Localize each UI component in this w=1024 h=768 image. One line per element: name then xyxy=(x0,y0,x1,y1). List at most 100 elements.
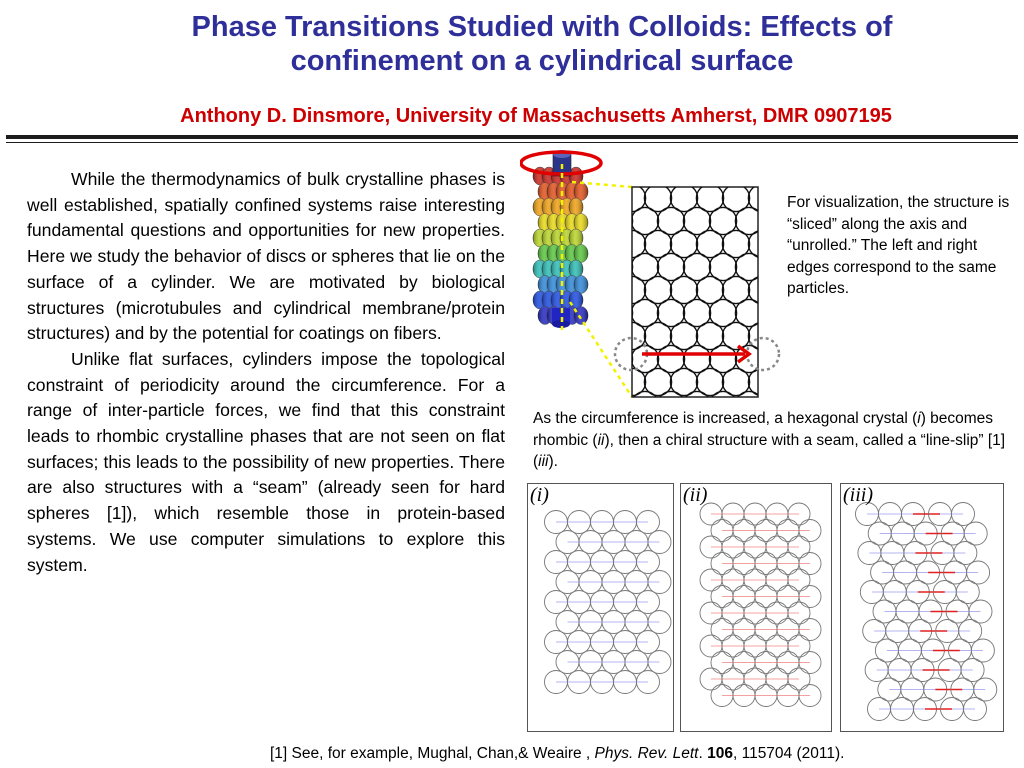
lattice-particle xyxy=(592,184,619,211)
author-affiliation: Anthony D. Dinsmore, University of Massa… xyxy=(180,105,892,127)
disc-particle xyxy=(636,550,660,574)
cylinder-unrolled-figure xyxy=(520,150,790,398)
disc-particle xyxy=(647,610,672,634)
lattice-particle xyxy=(708,252,738,282)
lattice-particle xyxy=(682,252,712,282)
disc-particle xyxy=(787,634,811,658)
body-paragraph-2: Unlike flat surfaces, cylinders impose t… xyxy=(27,348,505,575)
disc-particle xyxy=(798,552,822,575)
disc-particle xyxy=(798,684,822,707)
lattice-particle xyxy=(708,344,738,374)
disc-particle xyxy=(647,530,672,554)
lattice-particle xyxy=(708,206,738,236)
disc-particle xyxy=(647,570,672,594)
sphere-shading xyxy=(574,213,588,232)
lattice-particle xyxy=(721,367,751,397)
lattice-particle xyxy=(659,390,683,397)
panel-label: (i) xyxy=(530,484,549,506)
body-text: While the thermodynamics of bulk crystal… xyxy=(27,167,505,578)
visualization-note: For visualization, the structure is “sli… xyxy=(787,194,1010,297)
lattice-particle xyxy=(592,230,619,257)
lattice-particle xyxy=(656,252,686,282)
lattice-particle xyxy=(737,390,758,397)
disc-particle xyxy=(973,677,998,702)
lattice-particle xyxy=(682,206,712,236)
lattice-particle xyxy=(711,390,735,397)
lattice-particle xyxy=(695,367,725,397)
lattice-particle xyxy=(632,367,647,397)
lattice-particle xyxy=(787,345,790,372)
lattice-particle xyxy=(669,229,699,259)
disc-particle xyxy=(636,670,660,694)
lattice-particle xyxy=(643,229,673,259)
lattice-particle xyxy=(633,390,657,397)
disc-particle xyxy=(636,630,660,654)
lattice-particle xyxy=(632,215,634,227)
disc-particle xyxy=(970,638,995,663)
lattice-particle xyxy=(747,322,758,350)
disc-particle xyxy=(798,651,822,674)
panel-hexagonal-lattice xyxy=(544,510,672,694)
lattice-particle xyxy=(682,344,712,374)
lattice-particle xyxy=(761,207,788,234)
sphere-shading xyxy=(569,198,583,216)
lattice-particle xyxy=(682,298,712,328)
lattice-particle xyxy=(695,275,725,305)
reference-citation: [1] See, for example, Mughal, Chan,& Wea… xyxy=(270,745,845,762)
lattice-particle xyxy=(632,298,660,328)
lattice-particle xyxy=(734,298,758,328)
sphere-shading xyxy=(574,182,588,201)
sphere-shading xyxy=(574,306,588,325)
disc-particle xyxy=(960,658,985,682)
page-title: Phase Transitions Studied with Colloids:… xyxy=(60,10,1024,78)
panel-rhombic-lattice xyxy=(699,502,822,707)
disc-particle xyxy=(798,519,822,542)
lattice-particle xyxy=(761,253,788,280)
lattice-particle xyxy=(643,187,673,213)
lattice-particle xyxy=(708,298,738,328)
title-line-1: Phase Transitions Studied with Colloids:… xyxy=(191,11,893,43)
disc-particle xyxy=(798,618,822,641)
lattice-particle xyxy=(632,252,660,282)
header-rule-thick xyxy=(6,135,1018,139)
dotted-link-bottom xyxy=(568,301,634,398)
lattice-particle xyxy=(747,230,758,258)
disc-particle xyxy=(787,667,811,691)
lattice-particle xyxy=(695,229,725,259)
lattice-particle xyxy=(632,275,647,305)
lattice-particle xyxy=(747,276,758,304)
cylinder-core-bottom xyxy=(552,308,570,324)
panel-label: (ii) xyxy=(683,484,708,506)
lattice-particle xyxy=(643,275,673,305)
lattice-particle xyxy=(656,206,686,236)
unrolled-lattice-frame xyxy=(631,186,759,398)
lattice-particle xyxy=(643,367,673,397)
lattice-particle xyxy=(632,187,647,213)
title-line-2: confinement on a cylindrical surface xyxy=(290,45,794,77)
disc-particle xyxy=(787,502,811,526)
lattice-particle xyxy=(669,321,699,351)
lattice-particle xyxy=(669,367,699,397)
lattice-particle xyxy=(721,229,751,259)
sphere-shading xyxy=(574,244,588,263)
disc-particle xyxy=(647,650,672,674)
body-paragraph-1: While the thermodynamics of bulk crystal… xyxy=(27,169,505,344)
disc-particle xyxy=(951,502,975,526)
lattice-particle xyxy=(632,206,660,236)
lattice-particle xyxy=(632,321,647,351)
unrolled-lattice xyxy=(592,184,790,397)
disc-particle xyxy=(955,580,980,604)
disc-particle xyxy=(636,510,660,534)
lattice-particle xyxy=(656,344,686,374)
disc-particle xyxy=(787,601,811,625)
sphere-shading xyxy=(569,229,583,247)
lattice-particle xyxy=(734,252,758,282)
lattice-particle xyxy=(774,368,790,395)
disc-particle xyxy=(953,541,978,565)
panel-rhombic: (ii) xyxy=(680,483,832,732)
disc-particle xyxy=(636,590,660,614)
header-rule-thin xyxy=(6,142,1018,143)
lattice-particle xyxy=(734,206,758,236)
disc-particle xyxy=(787,535,811,559)
disc-particle xyxy=(966,560,991,585)
